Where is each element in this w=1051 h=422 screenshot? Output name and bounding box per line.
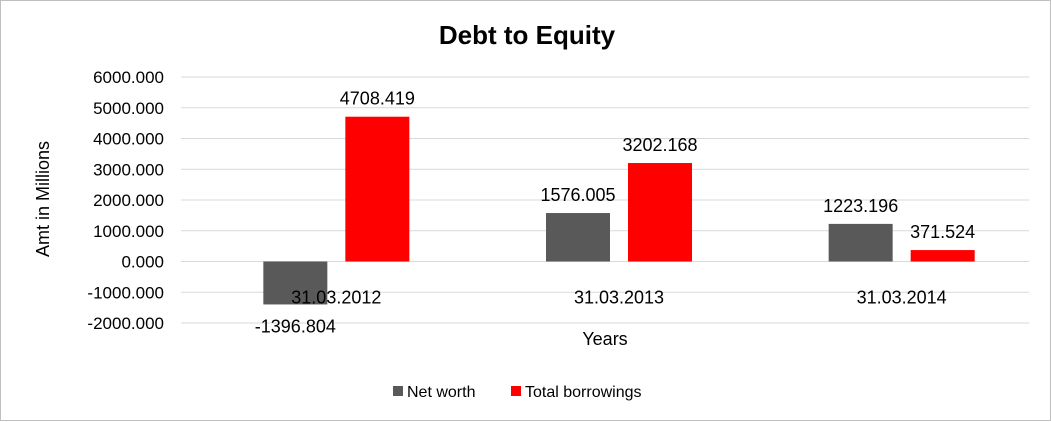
y-tick-label: 0.000 [121, 253, 164, 272]
data-label: 1576.005 [540, 185, 615, 205]
y-tick-label: 2000.000 [93, 191, 164, 210]
legend: Net worth Total borrowings [393, 384, 642, 401]
bars [263, 116, 975, 305]
x-category-label: 31.03.2012 [291, 288, 381, 308]
data-label: 371.524 [910, 222, 975, 242]
x-axis-category-labels: 31.03.2012 31.03.2013 31.03.2014 [291, 288, 946, 308]
bar-total-borrowings [628, 163, 692, 262]
legend-label: Net worth [407, 384, 475, 401]
legend-swatch [393, 386, 403, 396]
bar-net-worth [546, 213, 610, 262]
data-label: -1396.804 [255, 316, 336, 336]
y-tick-label: -2000.000 [87, 314, 164, 333]
y-axis-ticks: 6000.000 5000.000 4000.000 3000.000 2000.000… [87, 68, 164, 333]
bar-net-worth [828, 223, 893, 262]
y-axis-title: Amt in Millions [33, 141, 53, 257]
data-label: 4708.419 [340, 89, 415, 109]
y-tick-label: 5000.000 [93, 99, 164, 118]
x-axis-title: Years [582, 329, 627, 349]
data-label: 1223.196 [823, 196, 898, 216]
x-category-label: 31.03.2013 [574, 288, 664, 308]
y-tick-label: 6000.000 [93, 68, 164, 87]
x-category-label: 31.03.2014 [857, 288, 947, 308]
chart-title: Debt to Equity [439, 20, 616, 50]
legend-swatch [511, 386, 521, 396]
data-label: 3202.168 [622, 135, 697, 155]
y-tick-label: -1000.000 [87, 283, 164, 302]
y-tick-label: 1000.000 [93, 222, 164, 241]
legend-label: Total borrowings [525, 384, 642, 401]
y-tick-label: 3000.000 [93, 160, 164, 179]
y-tick-label: 4000.000 [93, 130, 164, 149]
bar-total-borrowings [345, 116, 410, 262]
bar-total-borrowings [910, 250, 975, 262]
data-labels: -1396.804 4708.419 1576.005 3202.168 1223.19… [255, 89, 975, 337]
bar-net-worth [263, 261, 328, 305]
